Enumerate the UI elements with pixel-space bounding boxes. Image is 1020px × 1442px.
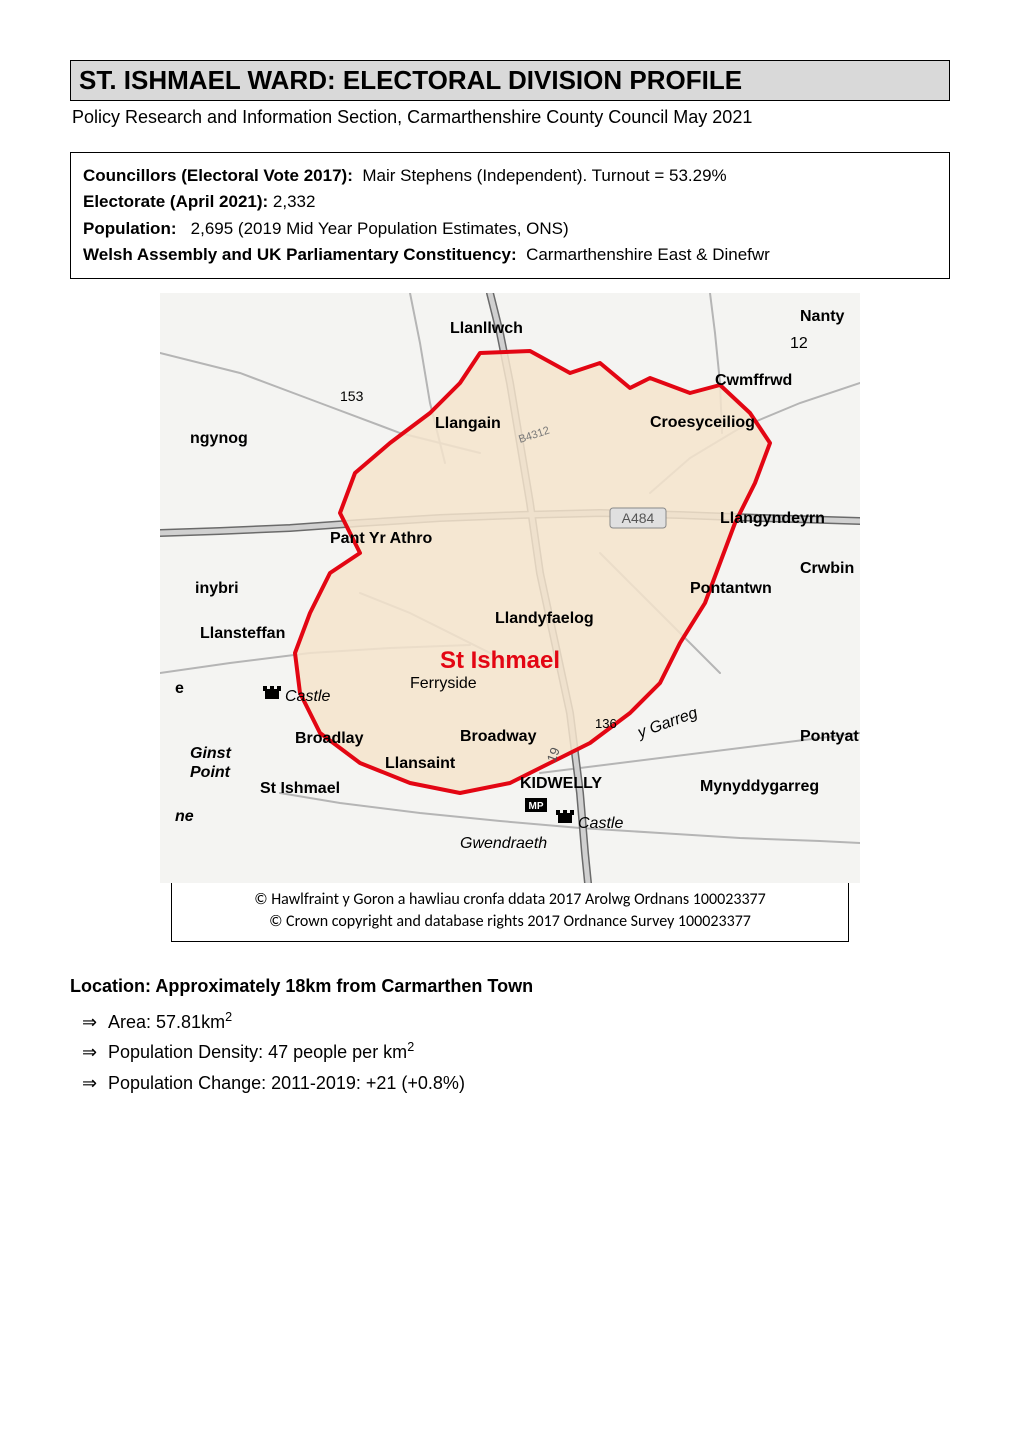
title-bar: ST. ISHMAEL WARD: ELECTORAL DIVISION PRO… [70,60,950,101]
svg-text:Pant Yr Athro: Pant Yr Athro [330,530,432,547]
population-value: 2,695 (2019 Mid Year Population Estimate… [191,219,569,238]
svg-text:Point: Point [190,764,231,781]
svg-text:Mynyddygarreg: Mynyddygarreg [700,778,819,795]
svg-text:Llandyfaelog: Llandyfaelog [495,610,594,627]
svg-text:inybri: inybri [195,580,239,597]
svg-text:Gwendraeth: Gwendraeth [460,835,547,852]
svg-text:ne: ne [175,808,194,825]
population-label: Population: [83,219,176,238]
councillors-label: Councillors (Electoral Vote 2017): [83,166,353,185]
info-row-electorate: Electorate (April 2021): 2,332 [83,189,937,215]
map-credit-line1: © Hawlfraint y Goron a hawliau cronfa dd… [180,889,840,911]
svg-text:153: 153 [340,388,364,404]
map-credit-box: © Hawlfraint y Goron a hawliau cronfa dd… [171,882,849,941]
location-facts-list: Area: 57.81km2Population Density: 47 peo… [70,1007,950,1099]
map-credit-line2: © Crown copyright and database rights 20… [180,911,840,933]
electorate-value: 2,332 [273,192,316,211]
svg-text:Llansteffan: Llansteffan [200,625,285,642]
svg-text:Castle: Castle [578,815,623,832]
svg-text:Crwbin: Crwbin [800,560,854,577]
svg-text:Pontantwn: Pontantwn [690,580,772,597]
location-fact: Area: 57.81km2 [108,1007,950,1038]
svg-text:ngynog: ngynog [190,430,248,447]
svg-text:KIDWELLY: KIDWELLY [520,775,602,792]
svg-text:Croesyceiliog: Croesyceiliog [650,414,755,431]
svg-text:Ginst: Ginst [190,745,232,762]
svg-text:Pontyat: Pontyat [800,728,859,745]
electorate-label: Electorate (April 2021): [83,192,268,211]
info-row-population: Population: 2,695 (2019 Mid Year Populat… [83,216,937,242]
svg-text:e: e [175,680,184,697]
svg-text:136: 136 [595,716,617,731]
constituency-value: Carmarthenshire East & Dinefwr [526,245,770,264]
svg-text:12: 12 [790,335,808,352]
info-row-councillors: Councillors (Electoral Vote 2017): Mair … [83,163,937,189]
svg-text:Broadlay: Broadlay [295,730,364,747]
location-heading: Location: Approximately 18km from Carmar… [70,976,950,997]
svg-text:Llangyndeyrn: Llangyndeyrn [720,510,825,527]
svg-text:Llansaint: Llansaint [385,755,456,772]
location-fact: Population Density: 47 people per km2 [108,1037,950,1068]
info-row-constituency: Welsh Assembly and UK Parliamentary Cons… [83,242,937,268]
svg-text:Ferryside: Ferryside [410,675,477,692]
ward-map: A484B431215313619LlanllwchNantyCwmffrwdL… [160,293,860,883]
svg-text:Castle: Castle [285,688,330,705]
info-box: Councillors (Electoral Vote 2017): Mair … [70,152,950,279]
svg-text:MP: MP [529,801,544,812]
page-title: ST. ISHMAEL WARD: ELECTORAL DIVISION PRO… [79,65,941,96]
location-fact: Population Change: 2011-2019: +21 (+0.8%… [108,1068,950,1099]
map-container: A484B431215313619LlanllwchNantyCwmffrwdL… [160,293,860,941]
svg-text:A484: A484 [622,510,655,526]
svg-text:Llangain: Llangain [435,415,501,432]
svg-text:St Ishmael: St Ishmael [440,647,560,674]
councillors-value: Mair Stephens (Independent). Turnout = 5… [362,166,726,185]
svg-text:Broadway: Broadway [460,728,537,745]
svg-text:Llanllwch: Llanllwch [450,320,523,337]
page-subtitle: Policy Research and Information Section,… [72,107,948,128]
svg-text:Nanty: Nanty [800,308,845,325]
constituency-label: Welsh Assembly and UK Parliamentary Cons… [83,245,517,264]
svg-text:Cwmffrwd: Cwmffrwd [715,372,792,389]
svg-text:St Ishmael: St Ishmael [260,780,340,797]
